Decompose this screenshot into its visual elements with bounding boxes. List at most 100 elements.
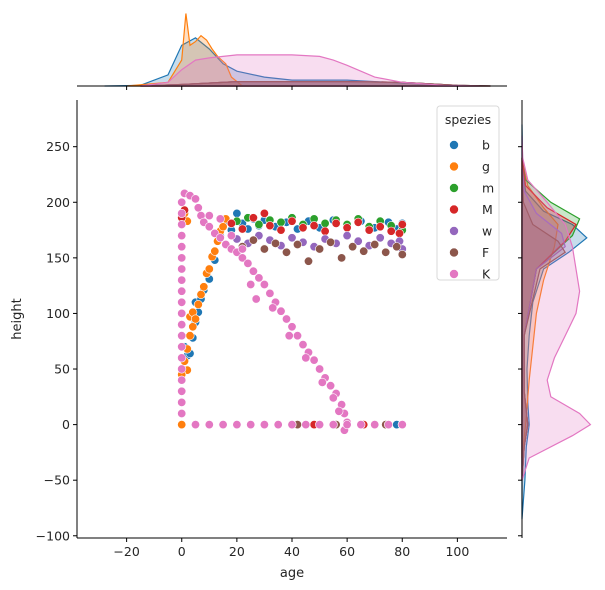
point-K	[298, 340, 308, 350]
point-F	[326, 237, 336, 247]
point-K	[328, 420, 338, 430]
point-w	[353, 236, 363, 246]
top-kde-K	[140, 54, 480, 87]
point-K	[254, 273, 264, 283]
point-K	[265, 288, 275, 298]
point-K	[246, 279, 256, 289]
point-K	[246, 420, 256, 430]
point-K	[281, 314, 291, 324]
point-g	[185, 331, 195, 341]
point-M	[226, 218, 236, 228]
point-w	[342, 231, 352, 241]
point-g	[196, 289, 206, 299]
x-tick-label: −20	[113, 544, 139, 559]
point-K	[177, 297, 187, 307]
point-K	[273, 420, 283, 430]
point-K	[248, 266, 258, 276]
legend-label-w: w	[482, 224, 492, 239]
point-K	[356, 420, 366, 430]
point-K	[251, 294, 261, 304]
point-K	[177, 342, 187, 352]
legend-label-g: g	[482, 159, 490, 174]
y-tick-label: −50	[44, 473, 70, 488]
point-M	[364, 225, 374, 235]
point-K	[177, 197, 187, 207]
point-K	[276, 306, 286, 316]
y-tick-label: 200	[46, 195, 70, 210]
point-K	[177, 353, 187, 363]
point-m	[320, 218, 330, 228]
point-K	[193, 203, 203, 213]
point-K	[397, 420, 407, 430]
top-marginal-kde	[77, 13, 507, 90]
point-g	[188, 322, 198, 332]
point-K	[315, 420, 325, 430]
point-K	[177, 286, 187, 296]
point-g	[199, 282, 209, 292]
legend-label-m: m	[482, 181, 494, 196]
point-K	[177, 220, 187, 230]
point-K	[177, 264, 187, 274]
point-K	[215, 214, 225, 224]
point-w	[287, 233, 297, 243]
point-K	[177, 386, 187, 396]
point-K	[301, 353, 311, 363]
point-g	[193, 299, 203, 309]
legend-marker-m	[449, 183, 459, 193]
point-F	[370, 240, 380, 250]
point-K	[243, 258, 253, 268]
point-M	[397, 220, 407, 230]
point-K	[326, 381, 336, 391]
point-M	[320, 226, 330, 236]
point-K	[177, 375, 187, 385]
point-K	[315, 364, 325, 374]
point-K	[232, 420, 242, 430]
legend-marker-M	[449, 204, 459, 215]
legend-label-K: K	[482, 267, 491, 282]
point-K	[383, 420, 393, 430]
point-K	[177, 397, 187, 407]
point-M	[331, 218, 341, 228]
point-K	[177, 253, 187, 263]
y-tick-label: 100	[46, 306, 70, 321]
legend-marker-F	[449, 247, 459, 258]
point-K	[237, 253, 247, 263]
x-tick-label: 60	[339, 544, 355, 559]
point-K	[177, 364, 187, 374]
legend-marker-g	[449, 161, 459, 172]
point-M	[248, 213, 258, 223]
point-M	[276, 225, 286, 235]
point-K	[334, 406, 344, 416]
point-M	[237, 224, 247, 234]
right-marginal-kde	[518, 100, 592, 538]
point-F	[281, 247, 291, 257]
point-K	[317, 377, 327, 387]
y-tick-label: 150	[46, 250, 70, 265]
legend-marker-w	[449, 226, 459, 236]
point-K	[309, 355, 319, 365]
point-M	[298, 223, 308, 233]
point-F	[248, 235, 258, 245]
point-w	[375, 233, 385, 243]
point-K	[177, 208, 187, 218]
legend-label-b: b	[482, 138, 490, 153]
y-axis-label: height	[10, 298, 25, 339]
point-M	[375, 222, 385, 232]
point-K	[259, 420, 269, 430]
point-K	[177, 320, 187, 330]
point-K	[177, 308, 187, 318]
point-b	[232, 208, 242, 218]
point-K	[301, 420, 311, 430]
point-K	[226, 231, 236, 241]
right-kde-K	[521, 135, 592, 481]
point-m	[254, 220, 264, 230]
point-F	[337, 253, 347, 263]
point-M	[309, 221, 319, 231]
point-K	[284, 331, 294, 341]
point-g	[218, 222, 228, 232]
point-K	[292, 331, 302, 341]
